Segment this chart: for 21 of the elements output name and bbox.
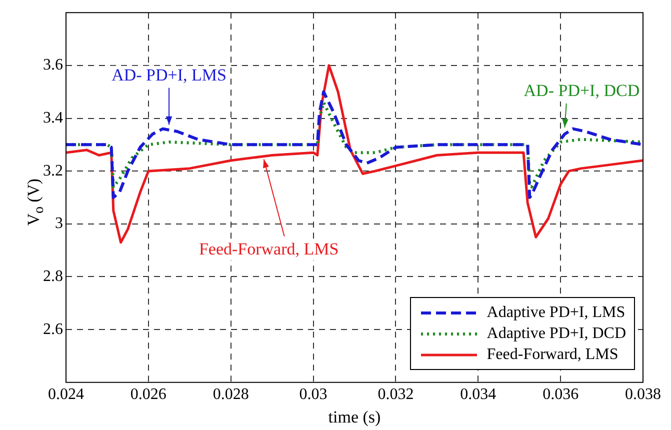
annotation: Feed-Forward, LMS xyxy=(198,240,339,259)
x-axis-title: time (s) xyxy=(328,407,381,426)
y-tick-label: 2.6 xyxy=(43,320,63,338)
y-tick-label: 3 xyxy=(55,215,63,232)
x-tick-label: 0.038 xyxy=(625,386,661,404)
legend-label: Adaptive PD+I, LMS xyxy=(486,304,626,322)
annotation: AD- PD+I, DCD xyxy=(524,80,640,100)
x-tick-label: 0.028 xyxy=(212,386,249,404)
y-tick-label: 2.8 xyxy=(43,268,63,285)
x-tick-label: 0.026 xyxy=(130,386,166,404)
legend-label: Adaptive PD+I, DCD xyxy=(486,324,626,342)
x-tick-label: 0.034 xyxy=(460,386,496,404)
x-tick-label: 0.036 xyxy=(542,386,579,404)
y-tick-label: 3.6 xyxy=(43,56,63,74)
x-tick-label: 0.03 xyxy=(299,386,328,404)
x-tick-label: 0.032 xyxy=(378,386,414,404)
y-tick-label: 3.2 xyxy=(43,162,63,180)
annotation: AD- PD+I, LMS xyxy=(112,65,226,84)
x-tick-label: 0.024 xyxy=(48,386,84,404)
legend-label: Feed-Forward, LMS xyxy=(486,346,618,364)
y-tick-label: 3.4 xyxy=(43,109,63,126)
